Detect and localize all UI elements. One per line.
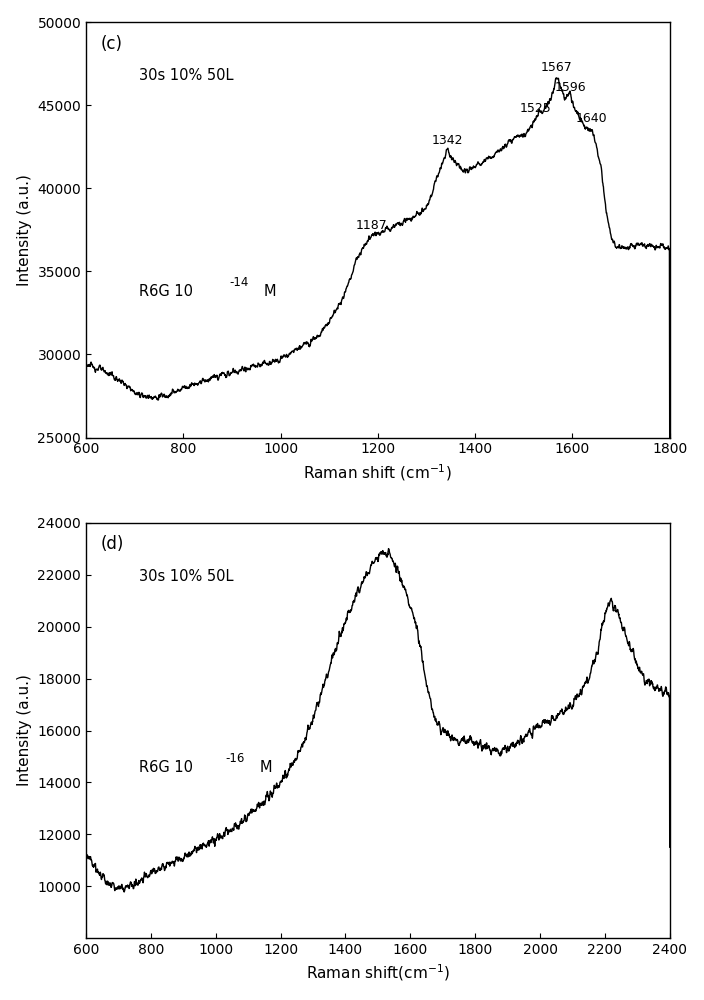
Text: 1525: 1525 bbox=[520, 102, 552, 115]
Text: 1342: 1342 bbox=[432, 134, 463, 147]
Text: M: M bbox=[264, 284, 277, 299]
Text: 30s 10% 50L: 30s 10% 50L bbox=[139, 68, 233, 83]
Y-axis label: Intensity (a.u.): Intensity (a.u.) bbox=[17, 675, 32, 786]
Text: R6G 10: R6G 10 bbox=[139, 760, 193, 775]
Text: (d): (d) bbox=[101, 535, 124, 553]
X-axis label: Raman shift (cm$^{-1}$): Raman shift (cm$^{-1}$) bbox=[303, 462, 452, 483]
Text: (c): (c) bbox=[101, 35, 122, 53]
Text: 30s 10% 50L: 30s 10% 50L bbox=[139, 569, 233, 584]
Y-axis label: Intensity (a.u.): Intensity (a.u.) bbox=[17, 174, 32, 286]
Text: -14: -14 bbox=[229, 276, 249, 289]
Text: 1640: 1640 bbox=[576, 112, 608, 125]
Text: R6G 10: R6G 10 bbox=[139, 284, 193, 299]
Text: 1187: 1187 bbox=[356, 219, 387, 232]
Text: -16: -16 bbox=[225, 752, 244, 765]
Text: 1596: 1596 bbox=[555, 81, 586, 94]
Text: M: M bbox=[259, 760, 272, 775]
X-axis label: Raman shift(cm$^{-1}$): Raman shift(cm$^{-1}$) bbox=[306, 963, 450, 983]
Text: 1567: 1567 bbox=[541, 61, 572, 74]
